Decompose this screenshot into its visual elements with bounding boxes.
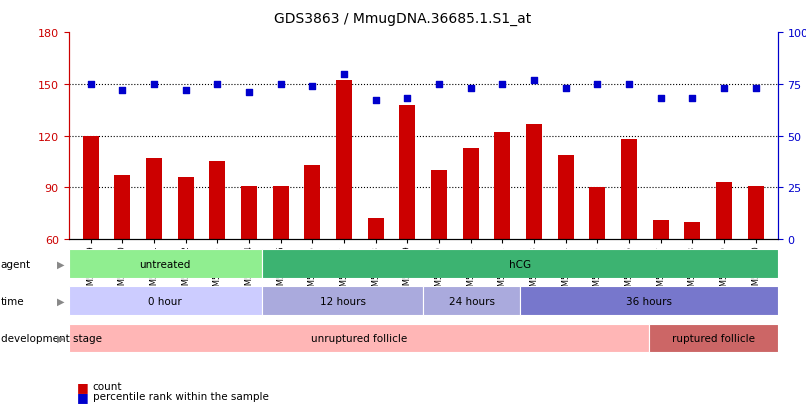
Text: unruptured follicle: unruptured follicle (310, 333, 407, 343)
Bar (463, 148, 479, 240)
Bar (146, 159, 162, 240)
FancyBboxPatch shape (649, 324, 778, 353)
Text: agent: agent (1, 259, 31, 269)
Bar (178, 178, 193, 240)
Bar (589, 188, 605, 240)
FancyBboxPatch shape (69, 324, 649, 353)
Point (85, 81, 98, 88)
Bar (83, 136, 98, 240)
Point (527, 77, 540, 84)
Bar (272, 186, 289, 240)
Point (591, 81, 604, 88)
Text: 36 hours: 36 hours (625, 296, 672, 306)
Text: ■: ■ (77, 380, 89, 393)
Text: hCG: hCG (509, 259, 531, 269)
Text: untreated: untreated (139, 259, 191, 269)
Point (464, 85, 477, 92)
FancyBboxPatch shape (520, 287, 778, 316)
Bar (305, 166, 320, 240)
Point (147, 81, 160, 88)
Point (622, 81, 635, 88)
Bar (558, 155, 574, 240)
Text: GDS3863 / MmugDNA.36685.1.S1_at: GDS3863 / MmugDNA.36685.1.S1_at (274, 12, 532, 26)
Text: 12 hours: 12 hours (319, 296, 366, 306)
Bar (716, 183, 732, 240)
Bar (653, 221, 668, 240)
Point (338, 71, 351, 78)
Text: ruptured follicle: ruptured follicle (672, 333, 754, 343)
Bar (526, 124, 542, 240)
Point (433, 81, 446, 88)
Point (369, 98, 382, 104)
Bar (684, 222, 700, 240)
Text: time: time (1, 296, 24, 306)
Point (559, 85, 572, 92)
Point (750, 85, 762, 92)
Bar (114, 176, 131, 240)
Point (306, 83, 319, 90)
Point (686, 96, 699, 102)
Point (243, 90, 256, 96)
Point (274, 81, 287, 88)
Bar (400, 105, 415, 240)
FancyBboxPatch shape (69, 249, 262, 278)
Text: ▶: ▶ (57, 259, 64, 269)
Point (211, 81, 224, 88)
Bar (210, 162, 225, 240)
Text: 0 hour: 0 hour (148, 296, 182, 306)
Bar (241, 186, 257, 240)
Text: count: count (93, 381, 123, 391)
Bar (431, 171, 447, 240)
Bar (621, 140, 637, 240)
Text: 24 hours: 24 hours (448, 296, 495, 306)
Point (401, 96, 413, 102)
FancyBboxPatch shape (262, 249, 778, 278)
Point (179, 88, 192, 94)
Point (654, 96, 667, 102)
Text: percentile rank within the sample: percentile rank within the sample (93, 392, 268, 401)
Bar (748, 186, 763, 240)
Bar (368, 219, 384, 240)
FancyBboxPatch shape (262, 287, 423, 316)
Point (116, 88, 129, 94)
Text: ■: ■ (77, 390, 89, 403)
Text: development stage: development stage (1, 333, 102, 343)
Text: ▶: ▶ (57, 296, 64, 306)
Point (717, 85, 730, 92)
FancyBboxPatch shape (69, 287, 262, 316)
FancyBboxPatch shape (423, 287, 520, 316)
Point (496, 81, 509, 88)
Text: ▶: ▶ (57, 333, 64, 343)
Bar (494, 133, 510, 240)
Bar (336, 81, 352, 240)
